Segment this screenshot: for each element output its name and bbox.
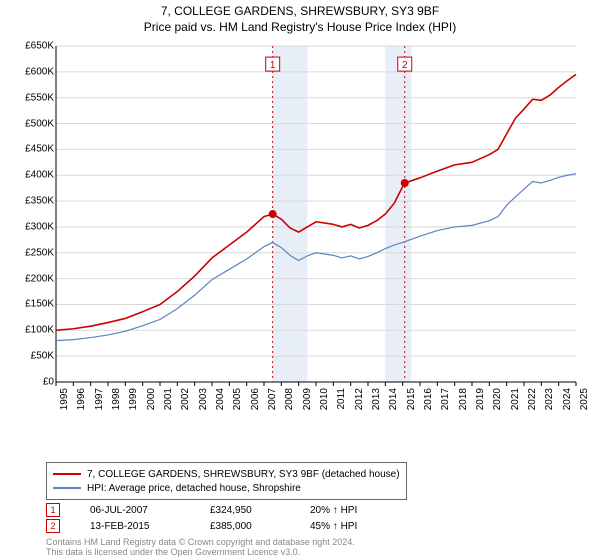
title-block: 7, COLLEGE GARDENS, SHREWSBURY, SY3 9BF … bbox=[0, 0, 600, 34]
sale-date: 06-JUL-2007 bbox=[90, 505, 210, 516]
x-tick-label: 2011 bbox=[336, 388, 347, 410]
y-tick-label: £300K bbox=[25, 221, 54, 232]
x-tick-label: 1997 bbox=[94, 388, 105, 410]
x-tick-label: 2006 bbox=[250, 388, 261, 410]
y-tick-label: £400K bbox=[25, 170, 54, 181]
sale-price: £324,950 bbox=[210, 505, 310, 516]
y-tick-label: £150K bbox=[25, 299, 54, 310]
x-tick-label: 2019 bbox=[475, 388, 486, 410]
chart-subtitle: Price paid vs. HM Land Registry's House … bbox=[0, 20, 600, 34]
y-tick-label: £200K bbox=[25, 273, 54, 284]
x-tick-label: 2000 bbox=[146, 388, 157, 410]
y-tick-label: £0 bbox=[43, 377, 54, 388]
y-tick-label: £350K bbox=[25, 196, 54, 207]
x-tick-label: 2014 bbox=[388, 388, 399, 410]
sale-price: £385,000 bbox=[210, 521, 310, 532]
x-tick-label: 2005 bbox=[232, 388, 243, 410]
sale-pct-vs-hpi: 20% ↑ HPI bbox=[310, 505, 390, 516]
x-tick-label: 2013 bbox=[371, 388, 382, 410]
x-tick-label: 2025 bbox=[579, 388, 590, 410]
sale-row-2: 2 13-FEB-2015 £385,000 45% ↑ HPI bbox=[46, 518, 390, 534]
sales-table: 1 06-JUL-2007 £324,950 20% ↑ HPI 2 13-FE… bbox=[46, 502, 390, 534]
x-tick-label: 1998 bbox=[111, 388, 122, 410]
x-tick-label: 2007 bbox=[267, 388, 278, 410]
x-tick-label: 2001 bbox=[163, 388, 174, 410]
y-tick-label: £650K bbox=[25, 41, 54, 52]
y-tick-label: £250K bbox=[25, 247, 54, 258]
sale-pct-vs-hpi: 45% ↑ HPI bbox=[310, 521, 390, 532]
svg-text:2: 2 bbox=[402, 60, 408, 71]
y-tick-label: £500K bbox=[25, 118, 54, 129]
legend-label: 7, COLLEGE GARDENS, SHREWSBURY, SY3 9BF … bbox=[87, 469, 400, 480]
x-tick-label: 2002 bbox=[180, 388, 191, 410]
x-tick-label: 2024 bbox=[562, 388, 573, 410]
sale-marker-box: 1 bbox=[46, 503, 60, 517]
sale-row-1: 1 06-JUL-2007 £324,950 20% ↑ HPI bbox=[46, 502, 390, 518]
x-tick-label: 2022 bbox=[527, 388, 538, 410]
x-tick-label: 2003 bbox=[198, 388, 209, 410]
legend: 7, COLLEGE GARDENS, SHREWSBURY, SY3 9BF … bbox=[46, 462, 407, 500]
y-tick-label: £600K bbox=[25, 66, 54, 77]
x-tick-label: 2010 bbox=[319, 388, 330, 410]
svg-text:1: 1 bbox=[270, 60, 276, 71]
sale-marker-box: 2 bbox=[46, 519, 60, 533]
legend-swatch bbox=[53, 487, 81, 489]
address-title: 7, COLLEGE GARDENS, SHREWSBURY, SY3 9BF bbox=[0, 4, 600, 18]
y-tick-label: £50K bbox=[31, 351, 54, 362]
x-tick-label: 2004 bbox=[215, 388, 226, 410]
legend-item-property: 7, COLLEGE GARDENS, SHREWSBURY, SY3 9BF … bbox=[53, 467, 400, 481]
y-tick-label: £100K bbox=[25, 325, 54, 336]
x-tick-label: 1999 bbox=[128, 388, 139, 410]
x-tick-label: 2018 bbox=[458, 388, 469, 410]
legend-swatch bbox=[53, 473, 81, 475]
x-tick-label: 2021 bbox=[510, 388, 521, 410]
sale-date: 13-FEB-2015 bbox=[90, 521, 210, 532]
y-tick-label: £450K bbox=[25, 144, 54, 155]
attribution-text: Contains HM Land Registry data © Crown c… bbox=[46, 538, 355, 558]
x-tick-label: 2020 bbox=[492, 388, 503, 410]
x-tick-label: 2023 bbox=[544, 388, 555, 410]
x-tick-label: 2017 bbox=[440, 388, 451, 410]
x-tick-label: 2008 bbox=[284, 388, 295, 410]
x-tick-label: 1995 bbox=[59, 388, 70, 410]
x-tick-label: 1996 bbox=[76, 388, 87, 410]
price-chart: 12 bbox=[46, 42, 586, 412]
x-tick-label: 2016 bbox=[423, 388, 434, 410]
x-tick-label: 2015 bbox=[406, 388, 417, 410]
legend-label: HPI: Average price, detached house, Shro… bbox=[87, 483, 301, 494]
chart-container: 7, COLLEGE GARDENS, SHREWSBURY, SY3 9BF … bbox=[0, 0, 600, 560]
x-tick-label: 2009 bbox=[302, 388, 313, 410]
y-tick-label: £550K bbox=[25, 92, 54, 103]
x-tick-label: 2012 bbox=[354, 388, 365, 410]
legend-item-hpi: HPI: Average price, detached house, Shro… bbox=[53, 481, 400, 495]
